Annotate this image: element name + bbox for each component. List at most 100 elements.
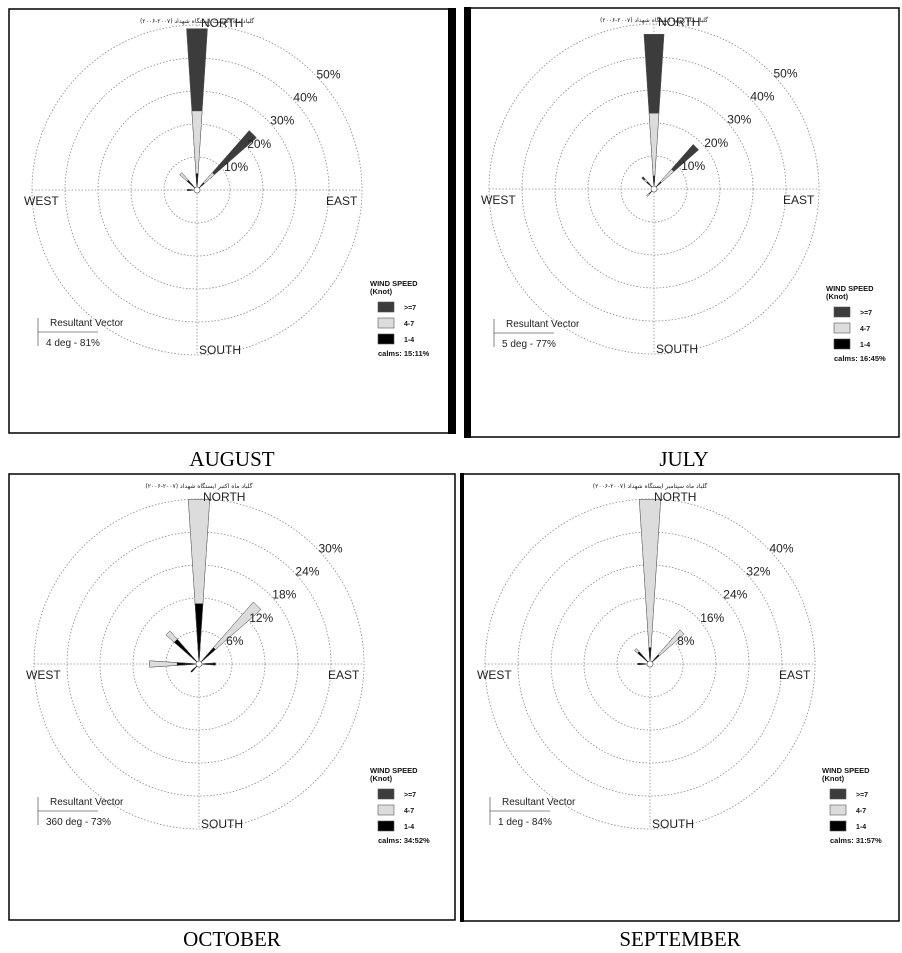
- legend-swatch-2: [829, 820, 847, 832]
- resultant-vector-label: Resultant Vector: [506, 319, 580, 330]
- legend-label-0: >=7: [404, 305, 416, 312]
- windrose-october: 6% 12% 18% 24%30% NORTH EAST SOUTH WEST (۲۰۰۶-۲۰…: [8, 473, 456, 921]
- legend-label-1: 4-7: [404, 808, 414, 815]
- radial-label: 24%: [723, 588, 747, 602]
- petal-315-1to4: [173, 638, 200, 665]
- label-north: NORTH: [203, 490, 245, 504]
- legend-label-1: 4-7: [404, 321, 414, 328]
- petal-45-1to4: [198, 647, 216, 665]
- label-east: EAST: [783, 193, 815, 207]
- label-north: NORTH: [201, 16, 243, 30]
- label-south: SOUTH: [656, 342, 698, 356]
- legend-label-1: 4-7: [856, 808, 866, 815]
- legend-swatch-0: [377, 788, 395, 800]
- legend-swatch-0: [829, 788, 847, 800]
- petal-270-4to7: [149, 660, 200, 668]
- legend-title: WIND SPEED: [370, 279, 418, 288]
- label-west: WEST: [481, 193, 516, 207]
- windrose-july: 10% 20% 30% 40%50% NORTH EAST SOUTH WEST (۲۰۰۶-۲…: [464, 7, 900, 438]
- chart-frame: [464, 7, 900, 438]
- petal-270-1to4: [176, 662, 200, 666]
- legend-swatch-2: [833, 338, 851, 350]
- resultant-vector-label: Resultant Vector: [50, 318, 124, 329]
- legend-label-2: 1-4: [404, 824, 414, 831]
- chart-title: (۲۰۰۶-۲۰۰۷) گلباد ماه سپتامبر ایستگاه شه…: [593, 482, 708, 490]
- label-west: WEST: [26, 668, 61, 682]
- legend-swatch-1: [377, 804, 395, 816]
- label-south: SOUTH: [652, 817, 694, 831]
- petal-315-1to4: [186, 179, 198, 191]
- panel-divider: [448, 8, 456, 434]
- caption-july: JULY: [659, 447, 709, 471]
- radial-label: 10%: [224, 160, 248, 174]
- legend-title: WIND SPEED: [826, 284, 874, 293]
- label-south: SOUTH: [199, 343, 241, 357]
- resultant-vector-value: 360 deg - 73%: [46, 817, 111, 828]
- resultant-vector-label: Resultant Vector: [502, 797, 576, 808]
- chart-title: (۲۰۰۶-۲۰۰۷) گلباد ماه اکتبر ایستگاه شهدا…: [145, 482, 252, 490]
- legend-title: WIND SPEED: [822, 766, 870, 775]
- label-west: WEST: [477, 668, 512, 682]
- petal-0-4to7: [188, 499, 210, 665]
- label-north: NORTH: [658, 15, 700, 29]
- radial-label: 30%: [727, 113, 751, 127]
- radial-label: 18%: [272, 588, 296, 602]
- radial-label: 40%: [293, 91, 317, 105]
- petal-270-1to4: [186, 189, 198, 191]
- label-east: EAST: [326, 194, 358, 208]
- legend-label-0: >=7: [404, 792, 416, 799]
- legend-label-2: 1-4: [856, 824, 866, 831]
- radial-label: 20%: [704, 136, 728, 150]
- label-east: EAST: [779, 668, 811, 682]
- chart-frame: [8, 8, 456, 434]
- legend-swatch-1: [833, 322, 851, 334]
- legend-unit: (Knot): [370, 287, 393, 296]
- legend-label-2: 1-4: [860, 342, 870, 349]
- caption-september: SEPTEMBER: [619, 927, 741, 951]
- radial-label: 40%: [750, 90, 774, 104]
- radial-label: 20%: [247, 137, 271, 151]
- radial-label: 6%: [226, 634, 244, 648]
- resultant-vector-value: 4 deg - 81%: [46, 338, 100, 349]
- petal-0-4to7: [648, 113, 660, 190]
- legend-unit: (Knot): [826, 292, 849, 301]
- calms-label: calms: 34:52%: [378, 836, 430, 845]
- radial-label: 50%: [774, 67, 798, 81]
- chart-frame: [8, 473, 456, 921]
- windrose-september: 8% 16% 24% 32%40% NORTH EAST SOUTH WEST (۲۰۰۶-۲۰…: [460, 473, 900, 922]
- windrose-august: 10% 20% 30% 40%50% NORTH EAST SOUTH WEST (۲۰۰۶-۲…: [8, 8, 456, 434]
- radial-label: 50%: [317, 68, 341, 82]
- petal-0-1to4: [652, 175, 656, 190]
- legend-swatch-0: [833, 306, 851, 318]
- legend-swatch-0: [377, 301, 395, 313]
- radial-label: 32%: [746, 565, 770, 579]
- radial-label: 8%: [677, 634, 695, 648]
- radial-label: 30%: [319, 542, 343, 556]
- petal-0-4to7: [191, 110, 203, 191]
- radial-label: 30%: [270, 114, 294, 128]
- windrose-panel-october: 6% 12% 18% 24% 30% NORTH EAST SOUTH WEST (۲۰۰۶-۲۰…: [8, 473, 456, 921]
- petal-0-ge7: [186, 28, 208, 191]
- label-east: EAST: [328, 668, 360, 682]
- petal-315-1to4: [637, 651, 651, 665]
- legend-unit: (Knot): [822, 774, 845, 783]
- center-calm-dot: [195, 660, 203, 668]
- calms-label: calms: 31:57%: [830, 836, 882, 845]
- windrose-panel-august: 10% 20% 30% 40% 50% NORTH EAST SOUTH WEST (۲۰۰۶-۲…: [8, 8, 456, 434]
- chart-frame: [460, 473, 900, 922]
- resultant-vector-value: 1 deg - 84%: [498, 817, 552, 828]
- legend-swatch-1: [377, 317, 395, 329]
- legend-swatch-2: [377, 820, 395, 832]
- radial-label: 10%: [681, 159, 705, 173]
- petal-0-ge7: [643, 33, 665, 190]
- legend-label-1: 4-7: [860, 326, 870, 333]
- petal-0-1to4: [194, 603, 204, 665]
- windrose-panel-september: 8% 16% 24% 32% 40% NORTH EAST SOUTH WEST (۲۰۰۶-۲۰…: [460, 473, 900, 922]
- legend-unit: (Knot): [370, 774, 393, 783]
- radial-label: 40%: [770, 542, 794, 556]
- legend-label-0: >=7: [856, 792, 868, 799]
- label-west: WEST: [24, 194, 59, 208]
- label-north: NORTH: [654, 490, 696, 504]
- petal-270-1to4: [637, 662, 651, 666]
- calms-label: calms: 15:11%: [378, 349, 430, 358]
